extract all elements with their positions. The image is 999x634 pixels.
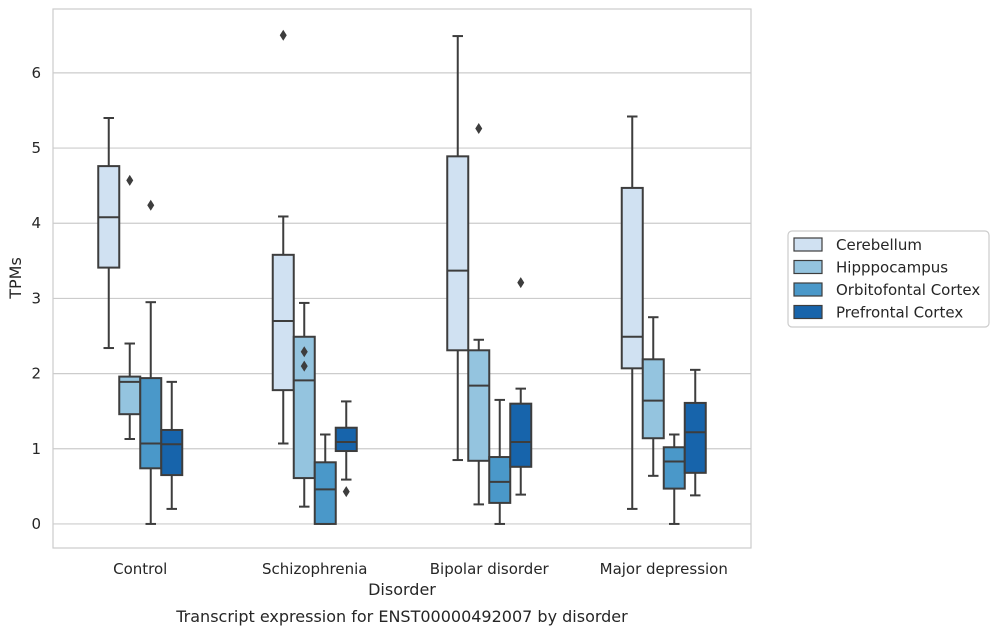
legend: Cerebellum Hipppocampus Orbitofontal Corte… [787, 230, 990, 328]
legend-swatch [793, 282, 823, 297]
box-hipppocampus [641, 316, 665, 477]
legend-swatch [793, 259, 823, 275]
legend-swatch [793, 237, 823, 252]
box-iqr [467, 349, 491, 462]
box-groups [97, 29, 707, 525]
box-iqr [488, 456, 512, 504]
box-iqr [620, 186, 644, 370]
box-iqr [683, 401, 707, 474]
box-hipppocampus [467, 123, 491, 506]
x-tick-label: Bipolar disorder [430, 560, 550, 578]
box-cerebellum [446, 35, 470, 462]
box-cerebellum [97, 117, 121, 350]
legend-label: Cerebellum [836, 236, 922, 254]
box-iqr [292, 335, 316, 480]
outlier-point [300, 346, 308, 358]
chart-caption: Transcript expression for ENST0000049200… [175, 607, 628, 626]
outlier-point [279, 29, 287, 41]
box-iqr [271, 253, 295, 392]
box-prefrontal-cortex [509, 277, 533, 496]
y-tick-label: 3 [31, 289, 41, 307]
x-tick-labels: Control Schizophrenia Bipolar disorder Majo… [113, 560, 728, 578]
box-orbitofontal-cortex [139, 199, 163, 525]
outlier-point [475, 123, 483, 135]
box-cerebellum [620, 115, 644, 510]
x-axis-label: Disorder [368, 580, 436, 599]
x-tick-label: Major depression [600, 560, 728, 578]
box-orbitofontal-cortex [662, 433, 686, 525]
y-axis-label: TPMs [6, 257, 25, 300]
x-tick-label: Schizophrenia [262, 560, 367, 578]
box-iqr [139, 377, 163, 470]
legend-label: Prefrontal Cortex [836, 304, 963, 322]
legend-frame [787, 230, 990, 328]
box-prefrontal-cortex [683, 368, 707, 497]
box-orbitofontal-cortex [488, 398, 512, 525]
box-hipppocampus [118, 174, 142, 440]
y-tick-label: 2 [31, 365, 41, 383]
y-tick-label: 1 [31, 440, 41, 458]
outlier-point [517, 277, 525, 289]
box-iqr [334, 426, 358, 453]
box-iqr [641, 358, 665, 440]
box-prefrontal-cortex [160, 380, 184, 510]
y-tick-labels: 0 1 2 3 4 5 6 [31, 64, 41, 533]
legend-swatch [793, 304, 823, 320]
outlier-point [147, 199, 155, 211]
box-cerebellum [271, 29, 295, 445]
box-iqr [509, 402, 533, 468]
box-iqr [160, 428, 184, 477]
legend-label: Orbitofontal Cortex [836, 281, 980, 299]
legend-label: Hipppocampus [836, 259, 948, 277]
outlier-point [300, 360, 308, 372]
outlier-point [126, 174, 134, 186]
box-hipppocampus [292, 301, 316, 508]
y-tick-label: 6 [31, 64, 41, 82]
x-tick-label: Control [113, 560, 167, 578]
box-orbitofontal-cortex [313, 433, 337, 525]
plot-frame [52, 8, 752, 549]
box-iqr [446, 155, 470, 352]
box-prefrontal-cortex [334, 400, 358, 498]
box-iqr [662, 446, 686, 490]
outlier-point [342, 486, 350, 498]
y-tick-label: 0 [31, 515, 41, 533]
y-tick-label: 4 [31, 214, 41, 232]
y-tick-label: 5 [31, 139, 41, 157]
box-iqr [313, 461, 337, 525]
